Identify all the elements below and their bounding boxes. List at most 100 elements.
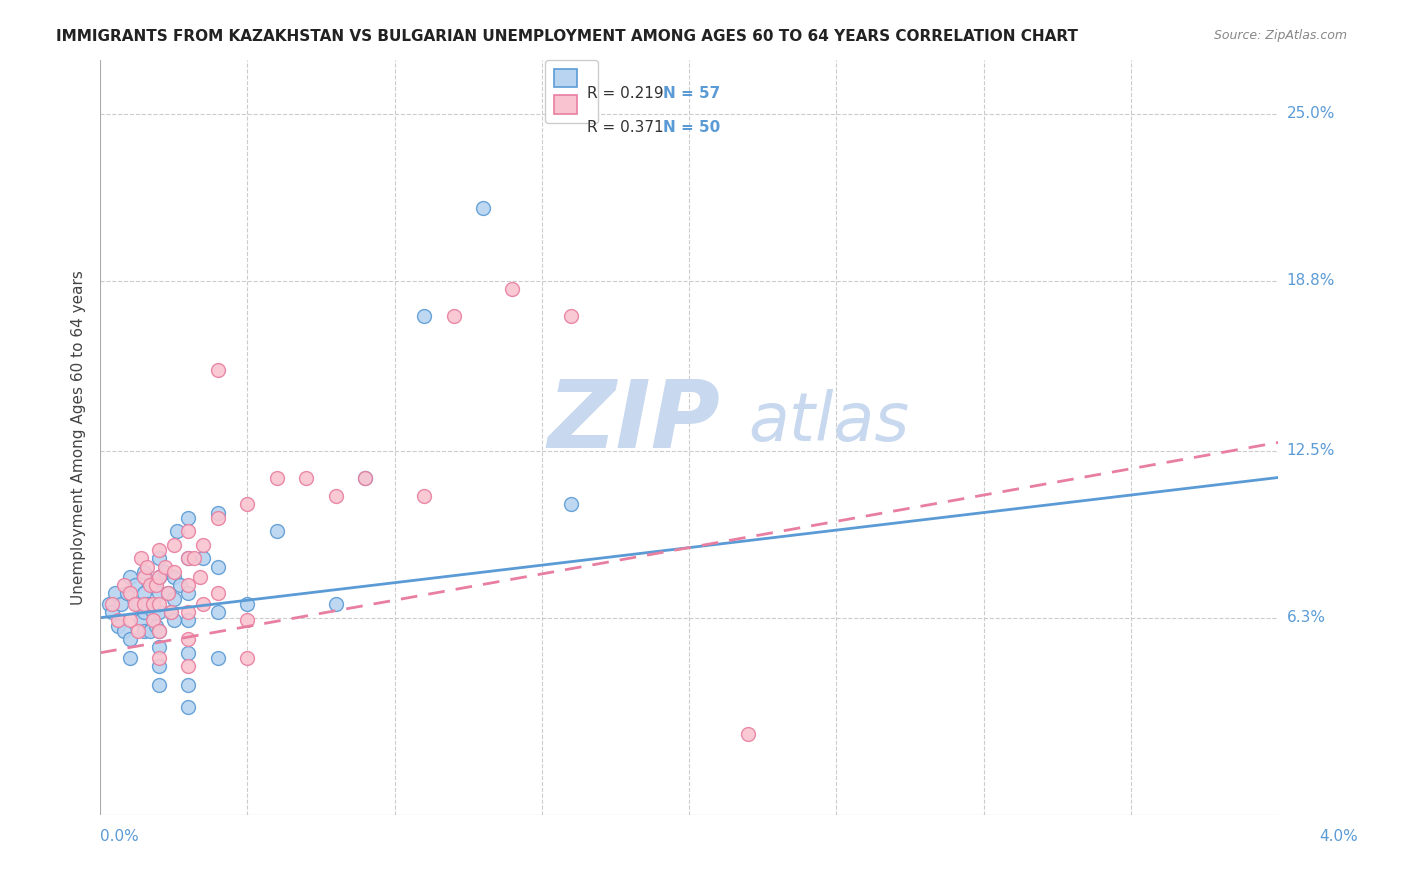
- Point: [118, 632, 141, 647]
- Text: R = 0.219: R = 0.219: [586, 86, 664, 101]
- Point: [142, 597, 165, 611]
- Point: [156, 586, 179, 600]
- Point: [354, 470, 377, 484]
- Point: [236, 498, 259, 512]
- Point: [134, 570, 156, 584]
- Point: [136, 559, 159, 574]
- Text: N = 50: N = 50: [664, 120, 720, 135]
- Point: [177, 646, 200, 660]
- Point: [131, 551, 153, 566]
- Point: [131, 614, 153, 628]
- Point: [134, 624, 156, 639]
- Text: N = 57: N = 57: [664, 86, 720, 101]
- Point: [177, 632, 200, 647]
- Point: [169, 578, 191, 592]
- Point: [115, 586, 138, 600]
- Point: [134, 597, 156, 611]
- Point: [163, 570, 186, 584]
- Point: [207, 586, 229, 600]
- Point: [471, 201, 494, 215]
- Text: R = 0.371: R = 0.371: [586, 120, 664, 135]
- Point: [148, 570, 170, 584]
- Point: [207, 651, 229, 665]
- Point: [153, 565, 176, 579]
- Point: [207, 511, 229, 525]
- Point: [560, 498, 582, 512]
- Point: [148, 659, 170, 673]
- Point: [156, 586, 179, 600]
- Point: [177, 551, 200, 566]
- Point: [118, 651, 141, 665]
- Point: [148, 651, 170, 665]
- Point: [148, 551, 170, 566]
- Point: [413, 309, 436, 323]
- Point: [145, 578, 167, 592]
- Point: [136, 597, 159, 611]
- Point: [159, 605, 181, 619]
- Point: [166, 524, 188, 539]
- Point: [193, 551, 215, 566]
- Point: [266, 470, 288, 484]
- Text: 0.0%: 0.0%: [100, 830, 139, 844]
- Point: [104, 586, 127, 600]
- Point: [177, 659, 200, 673]
- Point: [325, 490, 347, 504]
- Point: [183, 551, 205, 566]
- Point: [139, 578, 162, 592]
- Point: [193, 538, 215, 552]
- Point: [177, 605, 200, 619]
- Point: [134, 586, 156, 600]
- Point: [163, 565, 186, 579]
- Point: [177, 699, 200, 714]
- Point: [236, 651, 259, 665]
- Point: [148, 586, 170, 600]
- Point: [118, 614, 141, 628]
- Point: [177, 551, 200, 566]
- Text: 6.3%: 6.3%: [1286, 610, 1326, 625]
- Point: [148, 597, 170, 611]
- Point: [148, 605, 170, 619]
- Text: ZIP: ZIP: [548, 376, 721, 468]
- Point: [737, 727, 759, 741]
- Point: [107, 614, 129, 628]
- Point: [127, 624, 149, 639]
- Point: [207, 362, 229, 376]
- Point: [163, 614, 186, 628]
- Point: [193, 597, 215, 611]
- Point: [148, 678, 170, 692]
- Point: [142, 578, 165, 592]
- Point: [177, 586, 200, 600]
- Text: 12.5%: 12.5%: [1286, 443, 1334, 458]
- Point: [177, 614, 200, 628]
- Y-axis label: Unemployment Among Ages 60 to 64 years: Unemployment Among Ages 60 to 64 years: [72, 269, 86, 605]
- Point: [118, 586, 141, 600]
- Text: Source: ZipAtlas.com: Source: ZipAtlas.com: [1213, 29, 1347, 42]
- Point: [139, 624, 162, 639]
- Point: [112, 624, 135, 639]
- Point: [163, 538, 186, 552]
- Point: [443, 309, 465, 323]
- Point: [148, 624, 170, 639]
- Point: [354, 470, 377, 484]
- Point: [188, 570, 211, 584]
- Point: [148, 543, 170, 558]
- Point: [148, 640, 170, 655]
- Point: [101, 605, 124, 619]
- Point: [134, 605, 156, 619]
- Text: 18.8%: 18.8%: [1286, 273, 1334, 288]
- Point: [560, 309, 582, 323]
- Point: [207, 559, 229, 574]
- Point: [142, 614, 165, 628]
- Point: [295, 470, 318, 484]
- Point: [97, 597, 120, 611]
- Point: [159, 605, 181, 619]
- Point: [148, 624, 170, 639]
- Text: 25.0%: 25.0%: [1286, 106, 1334, 121]
- Point: [134, 565, 156, 579]
- Point: [127, 597, 149, 611]
- Point: [153, 559, 176, 574]
- Point: [145, 619, 167, 633]
- Point: [325, 597, 347, 611]
- Text: IMMIGRANTS FROM KAZAKHSTAN VS BULGARIAN UNEMPLOYMENT AMONG AGES 60 TO 64 YEARS C: IMMIGRANTS FROM KAZAKHSTAN VS BULGARIAN …: [56, 29, 1078, 44]
- Point: [236, 614, 259, 628]
